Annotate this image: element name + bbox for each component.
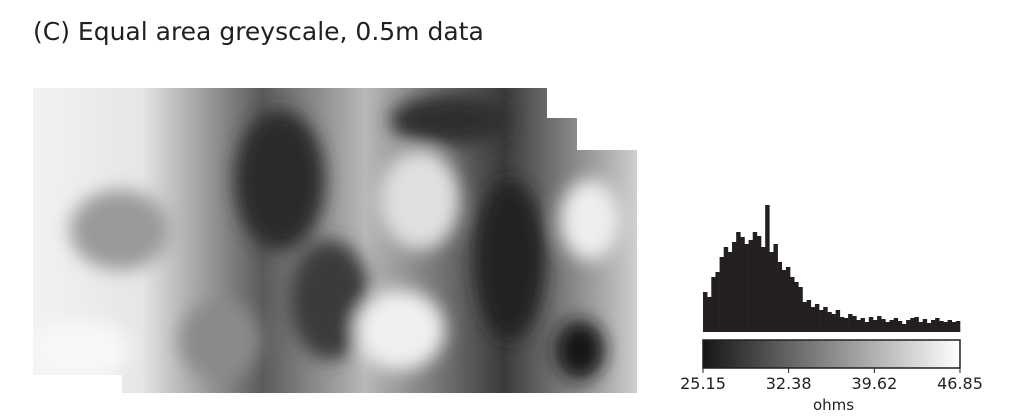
bar: [844, 318, 848, 332]
chart-title: (C) Equal area greyscale, 0.5m data: [33, 17, 484, 46]
bar: [948, 320, 952, 332]
bar: [715, 272, 719, 332]
bar: [761, 247, 765, 332]
bar: [927, 323, 931, 332]
bar: [902, 324, 906, 332]
bar: [919, 322, 923, 332]
bar: [749, 240, 753, 332]
bar: [744, 244, 748, 332]
bar: [720, 257, 724, 332]
bar: [881, 319, 885, 332]
bar: [807, 300, 811, 332]
bar: [910, 318, 914, 332]
bar: [923, 319, 927, 332]
bar: [865, 322, 869, 332]
bar: [815, 304, 819, 332]
bar: [736, 232, 740, 332]
bar: [885, 322, 889, 332]
bar: [827, 312, 831, 332]
bar: [861, 318, 865, 332]
bar: [778, 262, 782, 332]
bar: [790, 277, 794, 332]
bar: [914, 317, 918, 332]
bar: [782, 270, 786, 332]
bar: [873, 320, 877, 332]
bar: [773, 244, 777, 332]
bar: [956, 321, 960, 332]
bar: [931, 320, 935, 332]
bar: [852, 316, 856, 332]
bar: [877, 316, 881, 332]
bar: [798, 287, 802, 332]
bar: [894, 318, 898, 332]
bar: [724, 247, 728, 332]
bar: [898, 321, 902, 332]
figure: (C) Equal area greyscale, 0.5m data 25.1…: [0, 0, 1017, 419]
bar: [786, 267, 790, 332]
bar: [732, 242, 736, 332]
bar: [952, 322, 956, 332]
x-axis-label: ohms: [813, 396, 854, 414]
colorbar: [703, 340, 960, 368]
bar: [823, 307, 827, 332]
x-tick-label: 46.85: [937, 374, 983, 393]
bar: [939, 321, 943, 332]
bar: [943, 322, 947, 332]
bar: [836, 310, 840, 332]
bar: [765, 205, 769, 332]
bar: [840, 317, 844, 332]
bar: [802, 302, 806, 332]
bar: [769, 252, 773, 332]
bar: [811, 307, 815, 332]
bar: [819, 310, 823, 332]
bar: [757, 236, 761, 332]
bar: [856, 320, 860, 332]
x-tick-label: 39.62: [851, 374, 897, 393]
x-tick-label: 32.38: [766, 374, 812, 393]
bar: [935, 318, 939, 332]
bar: [869, 317, 873, 332]
bar: [753, 232, 757, 332]
bar: [794, 282, 798, 332]
bar: [848, 314, 852, 332]
bar: [906, 320, 910, 332]
bar: [703, 292, 707, 332]
bar: [707, 297, 711, 332]
bar: [728, 252, 732, 332]
bar: [890, 320, 894, 332]
bar: [832, 314, 836, 332]
resistance-map: [30, 88, 637, 393]
x-tick-label: 25.15: [680, 374, 726, 393]
bar: [740, 237, 744, 332]
bar: [711, 277, 715, 332]
